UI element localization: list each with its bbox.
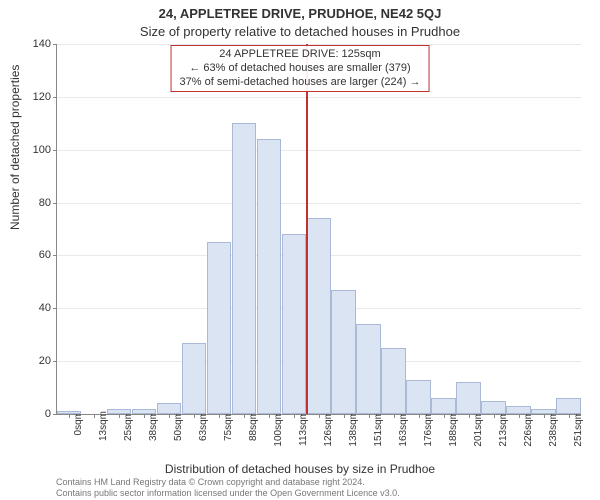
property-annotation-box: 24 APPLETREE DRIVE: 125sqm ← 63% of deta…	[171, 45, 430, 92]
xtick-mark	[69, 414, 70, 418]
credits-line2: Contains public sector information licen…	[56, 488, 400, 498]
xtick-mark	[194, 414, 195, 418]
ytick-mark	[53, 203, 57, 204]
x-axis-label: Distribution of detached houses by size …	[0, 462, 600, 476]
histogram-bar	[531, 409, 555, 414]
xtick-mark	[469, 414, 470, 418]
page-subtitle: Size of property relative to detached ho…	[0, 24, 600, 39]
histogram-bar	[232, 123, 256, 414]
xtick-mark	[444, 414, 445, 418]
xtick-label: 100sqm	[273, 411, 284, 447]
xtick-mark	[244, 414, 245, 418]
xtick-label: 151sqm	[373, 411, 384, 447]
xtick-mark	[494, 414, 495, 418]
xtick-mark	[519, 414, 520, 418]
ytick-label: 140	[21, 38, 51, 50]
xtick-label: 75sqm	[223, 411, 234, 441]
histogram-bar	[207, 242, 231, 414]
histogram-bar	[307, 218, 331, 414]
xtick-label: 138sqm	[348, 411, 359, 447]
xtick-label: 0sqm	[73, 411, 84, 435]
ytick-mark	[53, 44, 57, 45]
histogram-bar	[57, 411, 81, 414]
histogram-bar	[107, 409, 131, 414]
histogram-bar	[282, 234, 306, 414]
histogram-bar	[132, 409, 156, 414]
ytick-label: 80	[21, 197, 51, 209]
xtick-mark	[269, 414, 270, 418]
xtick-label: 213sqm	[498, 411, 509, 447]
histogram-bar	[257, 139, 281, 414]
histogram-bar	[157, 403, 181, 414]
chart-container: 24, APPLETREE DRIVE, PRUDHOE, NE42 5QJ S…	[0, 0, 600, 500]
credits-footer: Contains HM Land Registry data © Crown c…	[56, 477, 400, 498]
xtick-mark	[119, 414, 120, 418]
xtick-mark	[294, 414, 295, 418]
xtick-label: 163sqm	[398, 411, 409, 447]
histogram-bar	[556, 398, 580, 414]
y-axis-label: Number of detached properties	[8, 65, 22, 230]
xtick-label: 63sqm	[198, 411, 209, 441]
histogram-bar	[381, 348, 405, 414]
xtick-mark	[219, 414, 220, 418]
histogram-bar	[431, 398, 455, 414]
xtick-mark	[169, 414, 170, 418]
histogram-bar	[356, 324, 380, 414]
xtick-label: 25sqm	[123, 411, 134, 441]
gridline-h	[57, 97, 581, 98]
xtick-mark	[394, 414, 395, 418]
xtick-label: 13sqm	[98, 411, 109, 441]
ytick-mark	[53, 414, 57, 415]
histogram-bar	[456, 382, 480, 414]
histogram-bar	[331, 290, 355, 414]
ytick-label: 100	[21, 144, 51, 156]
xtick-label: 38sqm	[148, 411, 159, 441]
annotation-line-larger: 37% of semi-detached houses are larger (…	[180, 76, 421, 90]
histogram-bar	[182, 343, 206, 414]
xtick-mark	[319, 414, 320, 418]
histogram-bar	[406, 380, 430, 414]
xtick-label: 188sqm	[448, 411, 459, 447]
ytick-mark	[53, 361, 57, 362]
ytick-label: 120	[21, 91, 51, 103]
xtick-mark	[94, 414, 95, 418]
gridline-h	[57, 150, 581, 151]
page-title-address: 24, APPLETREE DRIVE, PRUDHOE, NE42 5QJ	[0, 6, 600, 21]
histogram-plot-area: 0204060801001201400sqm13sqm25sqm38sqm50s…	[56, 44, 581, 415]
xtick-label: 113sqm	[298, 411, 309, 446]
xtick-mark	[144, 414, 145, 418]
annotation-line-sqm: 24 APPLETREE DRIVE: 125sqm	[180, 48, 421, 62]
xtick-label: 226sqm	[523, 411, 534, 447]
histogram-bar	[481, 401, 505, 414]
ytick-label: 20	[21, 355, 51, 367]
ytick-label: 0	[21, 408, 51, 420]
ytick-mark	[53, 255, 57, 256]
xtick-label: 201sqm	[473, 411, 484, 447]
xtick-label: 88sqm	[248, 411, 259, 441]
xtick-label: 126sqm	[323, 411, 334, 447]
ytick-mark	[53, 308, 57, 309]
xtick-label: 238sqm	[548, 411, 559, 447]
ytick-label: 40	[21, 302, 51, 314]
xtick-label: 251sqm	[573, 411, 584, 447]
xtick-mark	[369, 414, 370, 418]
xtick-label: 50sqm	[173, 411, 184, 441]
ytick-mark	[53, 150, 57, 151]
ytick-mark	[53, 97, 57, 98]
xtick-mark	[344, 414, 345, 418]
credits-line1: Contains HM Land Registry data © Crown c…	[56, 477, 400, 487]
xtick-mark	[419, 414, 420, 418]
xtick-mark	[569, 414, 570, 418]
histogram-bar	[506, 406, 530, 414]
xtick-mark	[544, 414, 545, 418]
ytick-label: 60	[21, 249, 51, 261]
xtick-label: 176sqm	[423, 411, 434, 447]
annotation-line-smaller: ← 63% of detached houses are smaller (37…	[180, 62, 421, 76]
gridline-h	[57, 203, 581, 204]
reference-vline	[306, 44, 308, 414]
